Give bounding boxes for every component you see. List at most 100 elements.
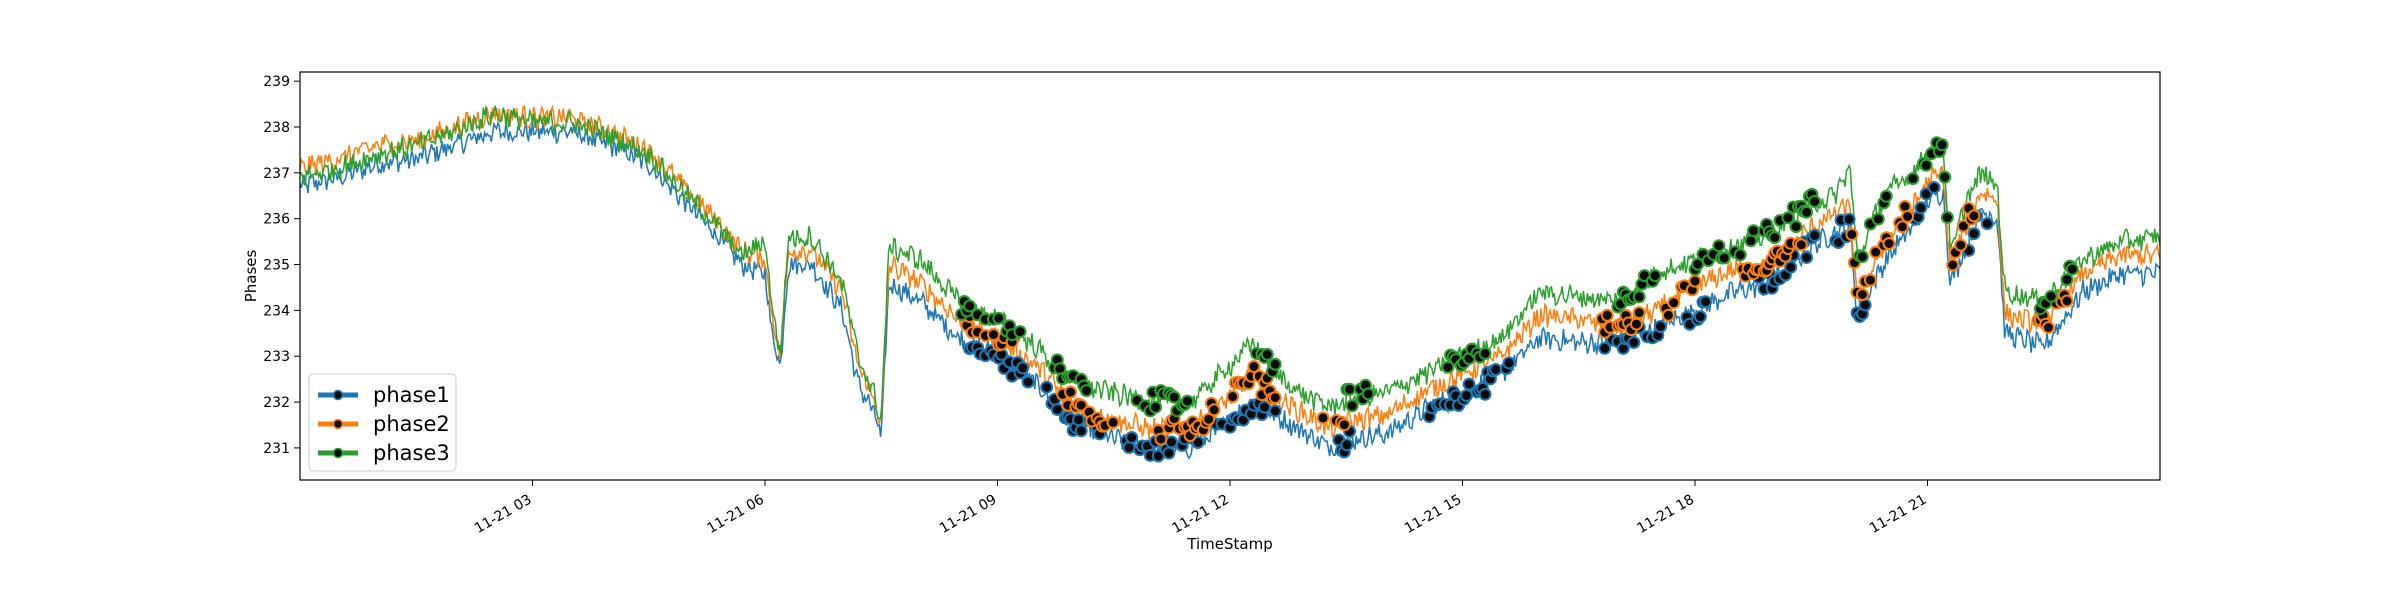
marker-phase3 bbox=[1940, 211, 1954, 224]
marker-phase2 bbox=[1882, 237, 1896, 250]
marker-phase3 bbox=[1938, 170, 1952, 184]
marker-phase3 bbox=[1478, 347, 1492, 360]
y-tick-label: 232 bbox=[263, 395, 290, 411]
marker-phase3 bbox=[1632, 290, 1646, 304]
series-line-phase3 bbox=[300, 105, 2160, 420]
marker-phase2 bbox=[1855, 288, 1869, 301]
marker-phase3 bbox=[1013, 325, 1027, 339]
marker-phase3 bbox=[1345, 399, 1359, 413]
marker-phase3 bbox=[1080, 384, 1093, 398]
marker-phase3 bbox=[1167, 390, 1181, 404]
marker-phase2 bbox=[1946, 258, 1960, 272]
marker-phase3 bbox=[1789, 220, 1803, 234]
marker-phase1 bbox=[1016, 361, 1030, 375]
marker-phase1 bbox=[1598, 341, 1612, 355]
legend-marker-phase3 bbox=[332, 447, 344, 459]
marker-phase2 bbox=[1268, 391, 1282, 405]
marker-phase3 bbox=[1768, 231, 1782, 244]
marker-phase1 bbox=[1699, 295, 1713, 309]
marker-phase1 bbox=[1654, 320, 1667, 333]
legend-marker-phase2 bbox=[332, 418, 344, 430]
marker-phase2 bbox=[1337, 418, 1351, 432]
marker-phase2 bbox=[1688, 274, 1702, 288]
marker-phase1 bbox=[1927, 181, 1941, 194]
marker-phase2 bbox=[1667, 296, 1681, 310]
marker-phase2 bbox=[987, 328, 1000, 342]
marker-phase2 bbox=[1247, 360, 1261, 373]
y-tick-label: 239 bbox=[263, 74, 290, 90]
marker-phase1 bbox=[1502, 356, 1516, 370]
marker-phase1 bbox=[1478, 387, 1492, 401]
marker-phase3 bbox=[1906, 172, 1920, 186]
marker-phase1 bbox=[1914, 201, 1928, 215]
marker-phase1 bbox=[1340, 438, 1354, 452]
marker-phase1 bbox=[1021, 375, 1035, 389]
marker-phase1 bbox=[1489, 363, 1503, 376]
marker-phase3 bbox=[1781, 211, 1795, 225]
marker-phase3 bbox=[1648, 269, 1662, 283]
marker-phase1 bbox=[1165, 435, 1178, 449]
marker-phase1 bbox=[1460, 389, 1473, 402]
marker-phase3 bbox=[1935, 138, 1949, 152]
x-axis-title: TimeStamp bbox=[1186, 535, 1272, 553]
marker-phase1 bbox=[1125, 431, 1139, 444]
y-tick-label: 231 bbox=[263, 441, 290, 457]
marker-phase1 bbox=[1268, 404, 1282, 418]
marker-phase2 bbox=[1632, 306, 1646, 320]
marker-phase3 bbox=[1361, 387, 1375, 401]
marker-phase3 bbox=[992, 311, 1006, 325]
marker-phase1 bbox=[1072, 413, 1085, 427]
marker-phase3 bbox=[1879, 189, 1893, 203]
legend: phase1 phase2 phase3 bbox=[308, 373, 457, 472]
y-tick-label: 238 bbox=[263, 120, 290, 136]
marker-phase3 bbox=[1268, 357, 1282, 371]
marker-phase3 bbox=[1733, 248, 1747, 262]
y-axis-title: Phases bbox=[242, 250, 260, 303]
marker-phase3 bbox=[1717, 251, 1731, 265]
marker-phase3 bbox=[1747, 224, 1760, 238]
legend-box bbox=[308, 373, 457, 472]
marker-phase3 bbox=[963, 299, 977, 313]
marker-phase3 bbox=[1441, 360, 1455, 374]
marker-phase2 bbox=[1064, 385, 1078, 399]
marker-phase3 bbox=[1181, 394, 1194, 408]
marker-phase2 bbox=[1967, 209, 1981, 223]
y-tick-label: 233 bbox=[263, 349, 290, 365]
marker-phase3 bbox=[2065, 262, 2079, 276]
y-tick-label: 237 bbox=[263, 166, 290, 182]
marker-layer bbox=[955, 136, 2079, 463]
marker-phase2 bbox=[1316, 411, 1330, 425]
marker-phase2 bbox=[1869, 245, 1883, 259]
y-tick-label: 236 bbox=[263, 212, 290, 228]
marker-phase1 bbox=[1050, 403, 1064, 416]
marker-phase1 bbox=[1191, 435, 1205, 449]
marker-phase1 bbox=[1842, 212, 1856, 226]
marker-phase1 bbox=[1162, 446, 1176, 460]
marker-phase1 bbox=[1040, 380, 1054, 394]
marker-phase1 bbox=[1980, 217, 1994, 231]
legend-marker-phase1 bbox=[332, 389, 344, 401]
marker-phase2 bbox=[1154, 432, 1168, 446]
marker-phase2 bbox=[1863, 273, 1877, 287]
legend-label-phase3: phase3 bbox=[373, 441, 450, 465]
marker-phase1 bbox=[1074, 424, 1088, 438]
marker-phase2 bbox=[1895, 220, 1909, 234]
legend-label-phase1: phase1 bbox=[373, 383, 450, 407]
marker-phase2 bbox=[1845, 227, 1859, 241]
marker-phase2 bbox=[1202, 412, 1216, 426]
marker-phase3 bbox=[1800, 205, 1814, 219]
marker-phase1 bbox=[1693, 310, 1707, 324]
y-axis: 231 232 233 234 235 236 237 238 239 bbox=[263, 74, 300, 457]
marker-phase2 bbox=[1207, 403, 1221, 417]
marker-phase2 bbox=[1794, 238, 1808, 252]
marker-phase3 bbox=[1260, 347, 1274, 361]
marker-phase3 bbox=[1712, 239, 1726, 253]
marker-phase1 bbox=[1784, 260, 1798, 274]
marker-phase2 bbox=[1226, 390, 1240, 404]
marker-phase3 bbox=[1855, 250, 1869, 264]
marker-phase2 bbox=[1661, 308, 1675, 322]
marker-phase2 bbox=[1106, 415, 1120, 429]
y-tick-label: 234 bbox=[263, 303, 290, 319]
